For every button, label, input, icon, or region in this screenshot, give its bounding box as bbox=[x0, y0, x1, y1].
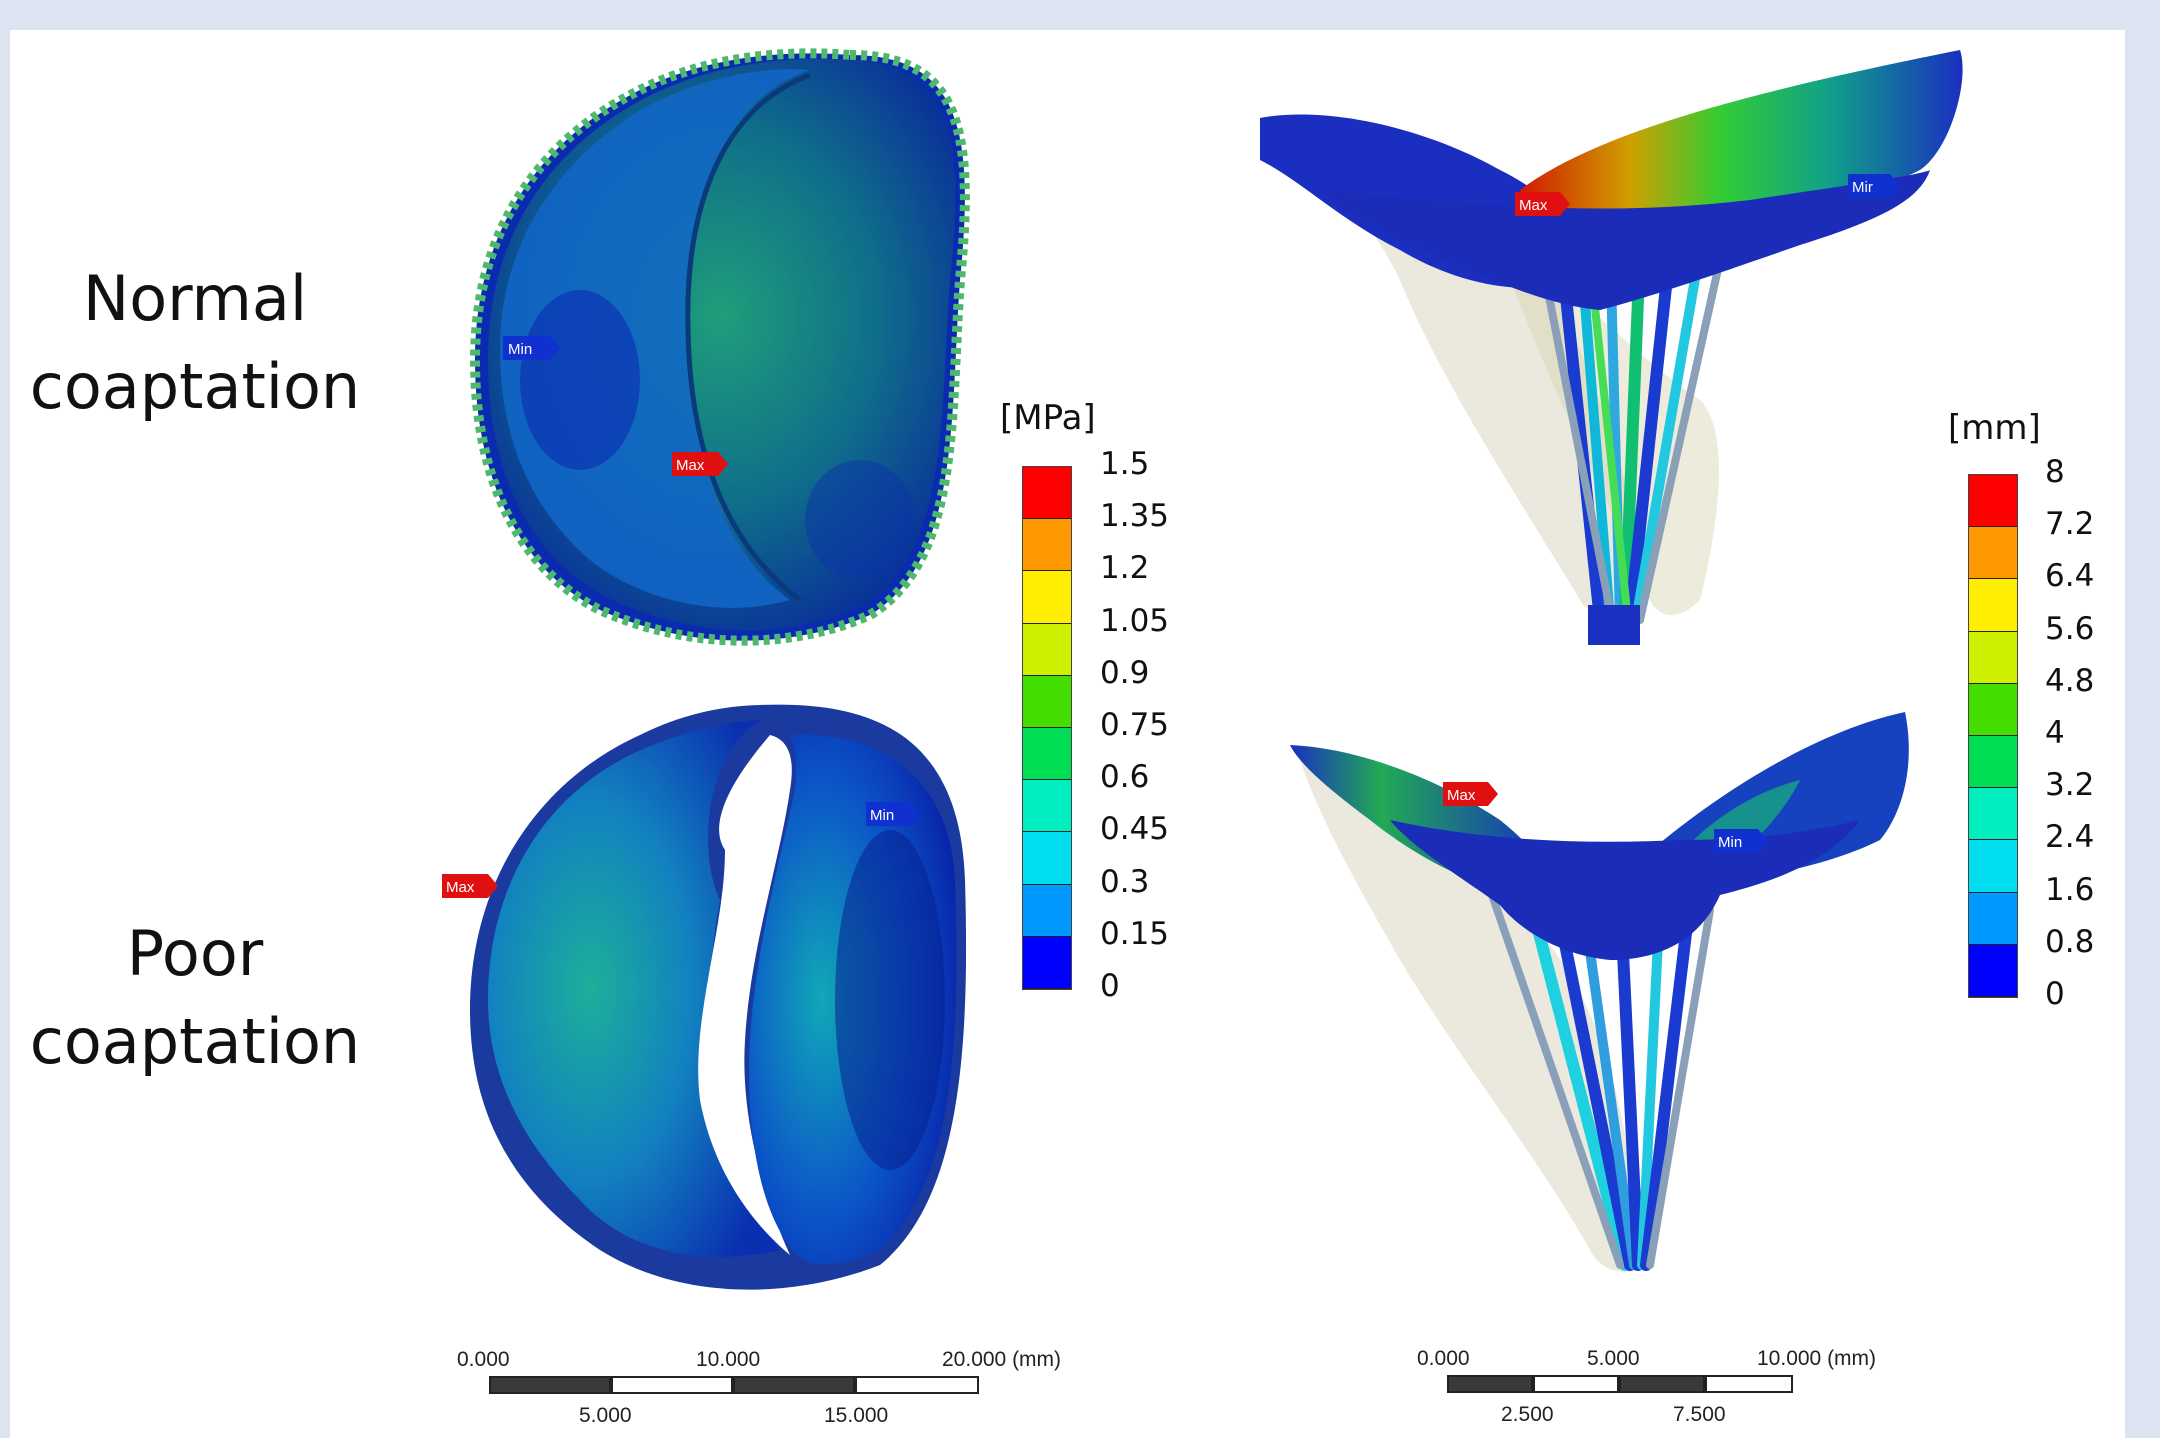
stress-legend-tick-label: 0.3 bbox=[1100, 863, 1150, 900]
marker-max-disp-poor-text: Max bbox=[1447, 787, 1476, 804]
valve-poor-stress: Max Min bbox=[442, 704, 967, 1290]
scalebar-left-label-5: 5.000 bbox=[579, 1404, 632, 1427]
marker-min-poor: Min bbox=[866, 802, 920, 826]
disp-legend-swatch-2 bbox=[1969, 579, 2017, 632]
stress-legend-swatch-9 bbox=[1023, 936, 1071, 989]
valve-normal-displacement: Max Mir bbox=[1260, 50, 1963, 645]
disp-legend-tick-label: 4 bbox=[2045, 715, 2065, 751]
disp-legend-swatch-7 bbox=[1969, 840, 2017, 893]
stress-legend-swatch-7 bbox=[1023, 832, 1071, 885]
scalebar-left-label-10: 10.000 bbox=[696, 1348, 761, 1371]
disp-legend-bar bbox=[1968, 474, 2018, 998]
disp-legend-tick-label: 1.6 bbox=[2045, 871, 2095, 908]
stress-legend-swatch-5 bbox=[1023, 727, 1071, 781]
stress-legend-swatch-3 bbox=[1023, 623, 1071, 676]
scalebar-right-seg-3 bbox=[1619, 1375, 1705, 1393]
scalebar-right-seg-2 bbox=[1533, 1375, 1619, 1393]
scalebar-right: 0.000 5.000 10.000 (mm) 2.500 7.500 bbox=[1417, 1347, 1876, 1435]
disp-legend-tick-label: 0.8 bbox=[2045, 923, 2095, 960]
row-label-poor-line1: Poor bbox=[126, 917, 264, 990]
stress-legend-swatch-1 bbox=[1023, 519, 1071, 572]
row-label-poor: Poor coaptation bbox=[15, 910, 375, 1086]
row-label-normal: Normal coaptation bbox=[15, 255, 375, 431]
disp-legend-tick-label: 5.6 bbox=[2045, 610, 2095, 647]
stress-legend-tick-label: 0.45 bbox=[1100, 811, 1170, 848]
disp-legend-swatch-4 bbox=[1969, 683, 2017, 736]
marker-max-normal-text: Max bbox=[676, 457, 705, 474]
stress-legend-swatch-8 bbox=[1023, 884, 1071, 937]
scalebar-right-label-7500: 7.500 bbox=[1673, 1403, 1726, 1426]
scalebar-left-seg-3 bbox=[733, 1376, 855, 1394]
disp-legend-title: [mm] bbox=[1948, 408, 2041, 448]
marker-min-disp-poor: Min bbox=[1714, 829, 1768, 853]
stress-legend-swatch-2 bbox=[1023, 571, 1071, 624]
marker-max-normal: Max bbox=[672, 452, 728, 476]
stress-legend-bar bbox=[1022, 466, 1072, 990]
scalebar-left-seg-2 bbox=[611, 1376, 733, 1394]
disp-legend-tick-label: 0 bbox=[2045, 976, 2065, 1012]
scalebar-left: 0.000 10.000 20.000 (mm) 5.000 15.000 bbox=[457, 1348, 1061, 1436]
disp-legend-tick-label: 2.4 bbox=[2045, 819, 2095, 856]
scalebar-left-seg-4 bbox=[855, 1376, 979, 1394]
scalebar-right-label-10: 10.000 (mm) bbox=[1757, 1347, 1877, 1370]
scalebar-left-label-15: 15.000 bbox=[824, 1404, 889, 1427]
stress-legend-title: [MPa] bbox=[1000, 398, 1096, 438]
scalebar-right-label-0: 0.000 bbox=[1417, 1347, 1470, 1370]
stress-legend-tick-label: 1.05 bbox=[1100, 602, 1170, 639]
stress-legend-tick-label: 0 bbox=[1100, 968, 1120, 1004]
disp-legend-tick-label: 4.8 bbox=[2045, 662, 2095, 699]
disp-legend-swatch-1 bbox=[1969, 527, 2017, 580]
marker-max-disp-normal: Max bbox=[1515, 192, 1570, 216]
marker-min-normal-text: Min bbox=[508, 341, 532, 358]
disp-legend-swatch-8 bbox=[1969, 892, 2017, 945]
disp-legend-tick-label: 8 bbox=[2045, 454, 2065, 490]
row-label-normal-line1: Normal bbox=[82, 262, 308, 335]
marker-min-normal: Min bbox=[503, 336, 560, 360]
stress-legend-swatch-0 bbox=[1023, 467, 1071, 520]
row-label-normal-line2: coaptation bbox=[29, 350, 361, 423]
scalebar-left-seg-1 bbox=[489, 1376, 611, 1394]
stress-legend-tick-label: 0.9 bbox=[1100, 654, 1150, 691]
stress-legend-tick-label: 0.75 bbox=[1100, 707, 1170, 743]
disp-legend-swatch-6 bbox=[1969, 788, 2017, 841]
valve-poor-displacement: Max Min bbox=[1290, 712, 1909, 1272]
stress-legend-tick-label: 0.15 bbox=[1100, 915, 1170, 952]
scalebar-right-seg-1 bbox=[1447, 1375, 1533, 1393]
stress-legend-swatch-4 bbox=[1023, 675, 1071, 728]
marker-min-disp-normal: Mir bbox=[1848, 174, 1900, 198]
valve-normal-stress: Min Max bbox=[469, 48, 970, 646]
disp-legend-tick-label: 7.2 bbox=[2045, 506, 2095, 543]
disp-legend-swatch-5 bbox=[1969, 735, 2017, 789]
marker-min-disp-normal-text: Mir bbox=[1852, 179, 1873, 196]
scalebar-left-label-20: 20.000 (mm) bbox=[942, 1348, 1062, 1371]
marker-max-poor: Max bbox=[442, 874, 498, 898]
stress-legend-tick-label: 0.6 bbox=[1100, 759, 1150, 796]
marker-min-disp-poor-text: Min bbox=[1718, 834, 1742, 851]
disp-legend-tick-label: 3.2 bbox=[2045, 767, 2095, 804]
marker-min-poor-text: Min bbox=[870, 807, 894, 824]
scalebar-right-seg-4 bbox=[1705, 1375, 1793, 1393]
stress-legend-tick-label: 1.35 bbox=[1100, 498, 1170, 535]
scalebar-left-label-0: 0.000 bbox=[457, 1348, 510, 1371]
scalebar-right-label-5: 5.000 bbox=[1587, 1347, 1640, 1370]
disp-legend-swatch-3 bbox=[1969, 631, 2017, 684]
stress-legend-swatch-6 bbox=[1023, 780, 1071, 833]
disp-legend-swatch-9 bbox=[1969, 944, 2017, 997]
marker-max-poor-text: Max bbox=[446, 879, 475, 896]
disp-legend-swatch-0 bbox=[1969, 475, 2017, 528]
disp-legend-tick-label: 6.4 bbox=[2045, 558, 2095, 595]
marker-max-disp-normal-text: Max bbox=[1519, 197, 1548, 214]
row-label-poor-line2: coaptation bbox=[29, 1005, 361, 1078]
marker-max-disp-poor: Max bbox=[1443, 782, 1498, 806]
stress-legend-tick-label: 1.2 bbox=[1100, 550, 1150, 587]
stress-legend-tick-label: 1.5 bbox=[1100, 446, 1150, 482]
scalebar-right-label-2500: 2.500 bbox=[1501, 1403, 1554, 1426]
